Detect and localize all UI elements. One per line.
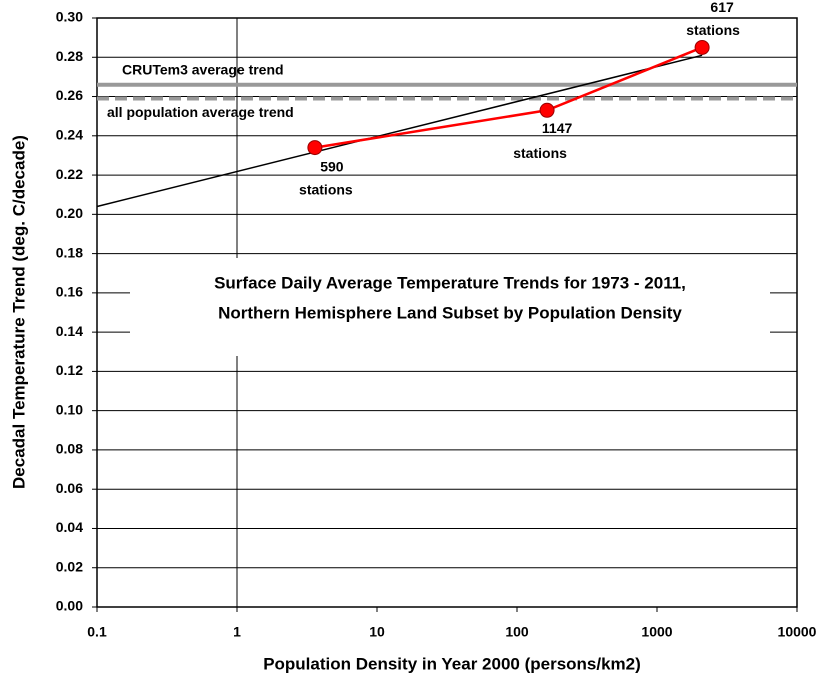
trend-line: [96, 54, 703, 208]
chart-title: Northern Hemisphere Land Subset by Popul…: [218, 303, 682, 322]
reference-label: all population average trend: [107, 104, 294, 120]
title-box: [130, 258, 770, 356]
x-tick-label: 0.1: [87, 624, 107, 640]
point-label: stations: [686, 22, 740, 38]
y-tick-label: 0.12: [56, 362, 83, 378]
x-tick-label: 1: [233, 624, 241, 640]
y-tick-label: 0.28: [56, 48, 83, 64]
y-tick-label: 0.16: [56, 284, 83, 300]
y-tick-label: 0.22: [56, 166, 83, 182]
y-tick-label: 0.26: [56, 87, 83, 103]
y-tick-label: 0.20: [56, 205, 83, 221]
x-tick-label: 10000: [778, 624, 817, 640]
y-tick-label: 0.08: [56, 441, 83, 457]
point-label: stations: [299, 181, 353, 197]
x-tick-label: 1000: [641, 624, 672, 640]
data-point: [307, 140, 323, 156]
y-tick-label: 0.24: [56, 127, 83, 143]
y-axis-label: Decadal Temperature Trend (deg. C/decade…: [9, 135, 28, 489]
y-tick-label: 0.14: [56, 323, 83, 339]
x-tick-label: 100: [505, 624, 529, 640]
point-label: 617: [710, 0, 734, 15]
plot-border: [96, 17, 798, 608]
reference-label: CRUTem3 average trend: [122, 61, 284, 77]
y-tick-label: 0.00: [56, 598, 83, 614]
point-label: 1147: [542, 120, 573, 136]
y-tick-label: 0.18: [56, 244, 83, 260]
data-point: [694, 39, 710, 55]
y-tick-label: 0.10: [56, 401, 83, 417]
y-tick-label: 0.06: [56, 480, 83, 496]
point-label: 590: [320, 158, 344, 174]
y-tick-label: 0.02: [56, 558, 83, 574]
y-tick-label: 0.30: [56, 9, 83, 25]
chart-title: Surface Daily Average Temperature Trends…: [214, 273, 686, 292]
point-label: stations: [513, 145, 567, 161]
x-tick-label: 10: [369, 624, 385, 640]
y-tick-label: 0.04: [56, 519, 83, 535]
x-axis-label: Population Density in Year 2000 (persons…: [263, 654, 641, 673]
data-point: [539, 102, 555, 118]
